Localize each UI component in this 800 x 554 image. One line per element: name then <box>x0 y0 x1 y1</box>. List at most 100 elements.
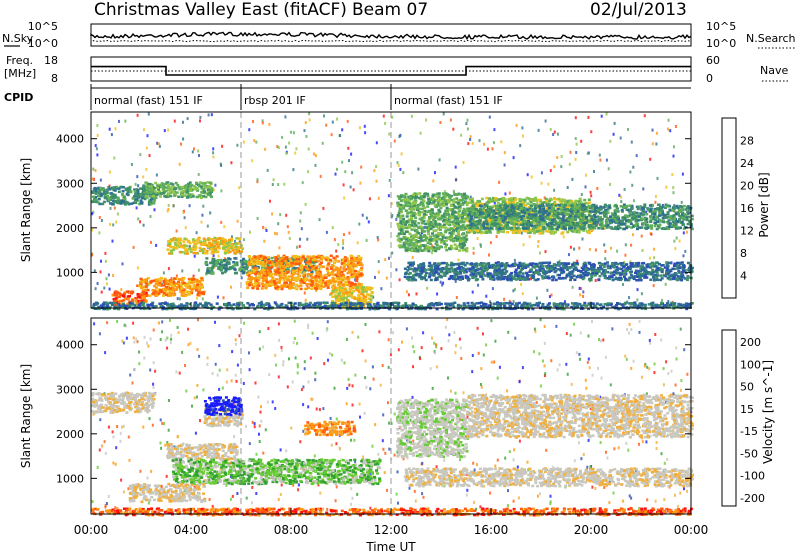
data-cell <box>514 198 518 201</box>
data-cell <box>431 239 435 242</box>
data-cell <box>199 185 203 188</box>
data-cell <box>362 297 366 300</box>
data-cell <box>436 214 440 218</box>
data-cell <box>295 287 299 291</box>
data-cell <box>494 218 498 222</box>
noise-cell <box>163 129 166 133</box>
data-cell <box>147 184 151 187</box>
data-cell <box>292 256 296 259</box>
data-cell <box>447 223 451 226</box>
noise-cell <box>153 208 156 212</box>
data-cell <box>173 288 177 291</box>
data-cell <box>449 214 452 217</box>
data-cell <box>506 216 510 220</box>
data-cell <box>452 229 456 232</box>
data-cell <box>398 245 402 249</box>
noise-cell <box>276 232 279 236</box>
data-cell <box>91 200 94 204</box>
data-cell <box>427 218 431 222</box>
data-cell <box>595 222 598 225</box>
noise-cell <box>349 185 352 189</box>
data-cell <box>574 224 578 227</box>
data-cell <box>499 197 503 201</box>
data-cell <box>195 195 199 199</box>
data-cell <box>182 189 186 193</box>
data-cell <box>363 288 367 292</box>
noise-cell <box>651 142 654 146</box>
noise-cell <box>197 173 200 176</box>
data-cell <box>110 195 114 198</box>
data-cell <box>590 215 594 218</box>
data-cell <box>424 222 428 226</box>
noise-cell <box>580 139 583 143</box>
data-cell <box>112 197 116 200</box>
data-cell <box>171 183 175 186</box>
data-cell <box>453 243 457 246</box>
noise-cell <box>339 134 342 137</box>
data-cell <box>262 268 266 271</box>
data-cell <box>417 240 421 243</box>
data-cell <box>111 193 115 196</box>
data-cell <box>104 194 107 197</box>
data-cell <box>202 240 206 243</box>
data-cell <box>309 273 313 276</box>
noise-cell <box>223 225 226 229</box>
noise-cell <box>480 244 482 248</box>
data-cell <box>547 209 551 213</box>
noise-cell <box>307 147 310 151</box>
data-cell <box>192 245 196 248</box>
data-cell <box>415 229 419 232</box>
data-cell <box>206 243 210 247</box>
data-cell <box>174 243 178 247</box>
data-cell <box>228 240 232 244</box>
data-cell <box>268 274 272 278</box>
data-cell <box>593 219 597 223</box>
noise-cell <box>212 188 215 192</box>
data-cell <box>579 227 583 230</box>
data-cell <box>232 246 236 249</box>
data-cell <box>331 299 335 303</box>
data-cell <box>295 278 299 281</box>
data-cell <box>200 187 204 190</box>
data-cell <box>172 246 175 249</box>
data-cell <box>113 189 117 192</box>
data-cell <box>352 262 356 265</box>
data-cell <box>263 260 267 263</box>
noise-cell <box>303 291 306 295</box>
noise-cell <box>217 254 220 258</box>
noise-cell <box>96 134 99 137</box>
data-cell <box>283 256 286 259</box>
data-cell <box>297 267 301 271</box>
data-cell <box>404 202 408 206</box>
data-cell <box>440 202 444 206</box>
data-cell <box>300 271 304 274</box>
data-cell <box>351 263 355 267</box>
data-cell <box>347 278 351 281</box>
data-cell <box>461 249 465 252</box>
data-cell <box>563 198 566 202</box>
data-cell <box>185 190 189 193</box>
data-cell <box>107 198 111 202</box>
data-cell <box>344 277 348 280</box>
data-cell <box>428 238 432 242</box>
noise-cell <box>468 269 471 273</box>
data-cell <box>296 276 300 279</box>
data-cell <box>115 292 119 296</box>
data-cell <box>547 230 551 233</box>
data-cell <box>429 221 433 224</box>
data-cell <box>148 187 152 190</box>
noise-cell <box>588 247 591 251</box>
data-cell <box>593 218 597 221</box>
noise-cell <box>434 171 436 175</box>
data-cell <box>488 231 492 234</box>
data-cell <box>427 202 431 205</box>
data-cell <box>437 200 441 203</box>
data-cell <box>416 207 420 210</box>
noise-cell <box>467 142 470 146</box>
data-cell <box>413 197 417 200</box>
data-cell <box>399 206 403 209</box>
data-cell <box>568 204 571 208</box>
data-cell <box>174 187 178 190</box>
data-cell <box>180 250 184 254</box>
noise-cell <box>632 165 635 169</box>
